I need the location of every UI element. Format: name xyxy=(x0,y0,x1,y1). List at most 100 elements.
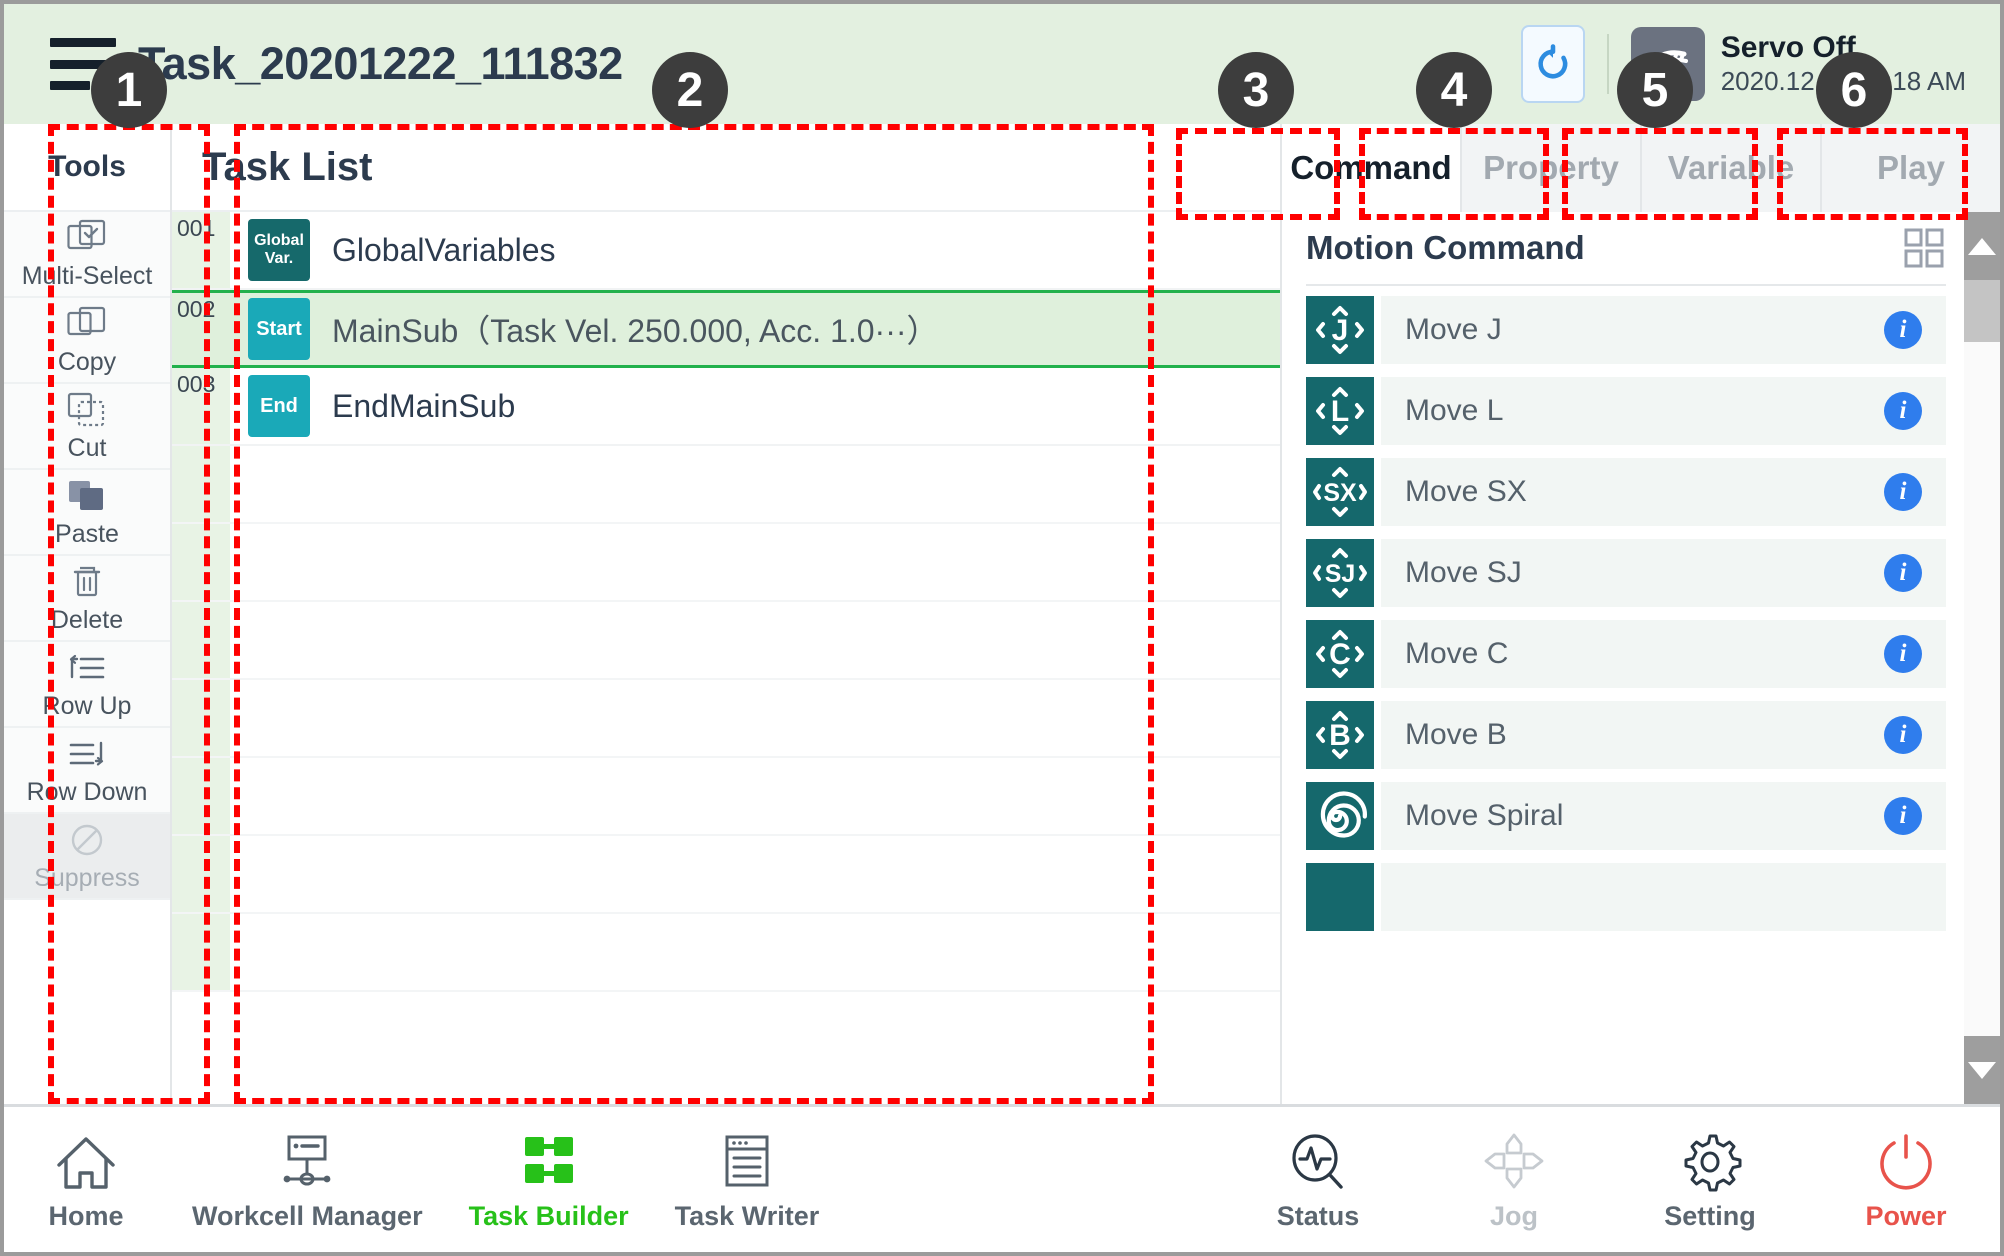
nav-label: Task Writer xyxy=(674,1201,820,1231)
command-item-move-b[interactable]: B Move B i xyxy=(1306,701,1946,769)
task-list-panel: Task List 001 Global Var. GlobalVariables… xyxy=(172,124,1280,1104)
annotation-marker-6: 6 xyxy=(1816,52,1892,128)
svg-text:SJ: SJ xyxy=(1325,560,1356,588)
scroll-up-button[interactable] xyxy=(1964,212,2000,280)
tab-command[interactable]: Command xyxy=(1282,124,1462,212)
command-item-move-sj[interactable]: SJ Move SJ i xyxy=(1306,539,1946,607)
command-item-move-sx[interactable]: SX Move SX i xyxy=(1306,458,1946,526)
nav-label: Workcell Manager xyxy=(192,1201,423,1231)
tool-label: Delete xyxy=(50,605,124,634)
command-item-move-j[interactable]: J Move J i xyxy=(1306,296,1946,364)
bottom-navigation: Home Workcell Manager xyxy=(4,1104,2000,1252)
nav-label: Jog xyxy=(1489,1201,1538,1231)
tool-multi-select[interactable]: Multi-Select xyxy=(4,212,170,298)
move-l-icon: L xyxy=(1306,377,1374,445)
annotation-marker-2: 2 xyxy=(652,52,728,128)
svg-text:J: J xyxy=(1332,314,1349,347)
command-item-move-l[interactable]: L Move L i xyxy=(1306,377,1946,445)
info-icon[interactable]: i xyxy=(1884,473,1922,511)
tool-label: Cut xyxy=(67,433,107,462)
row-label: GlobalVariables xyxy=(332,231,556,268)
command-label: Move Spiral xyxy=(1405,799,1564,832)
svg-text:SX: SX xyxy=(1323,479,1357,507)
header-divider xyxy=(1606,34,1609,94)
info-icon[interactable]: i xyxy=(1884,797,1922,835)
table-row[interactable]: 002 Start MainSub（Task Vel. 250.000, Acc… xyxy=(172,290,1280,368)
tool-label: Copy xyxy=(57,347,117,376)
table-row[interactable]: 001 Global Var. GlobalVariables xyxy=(172,212,1280,290)
nav-item-jog[interactable]: Jog xyxy=(1454,1127,1574,1232)
info-icon[interactable]: i xyxy=(1884,311,1922,349)
scroll-up-arrow-icon xyxy=(1968,237,1996,255)
tab-play[interactable]: Play xyxy=(1822,124,2000,212)
info-icon[interactable]: i xyxy=(1884,554,1922,592)
scrollbar-thumb[interactable] xyxy=(1964,280,2000,342)
command-label: Move SJ xyxy=(1405,556,1522,589)
task-builder-icon xyxy=(517,1127,581,1193)
nav-item-power[interactable]: Power xyxy=(1846,1127,1966,1232)
command-item-partial[interactable] xyxy=(1306,863,1946,931)
gear-icon xyxy=(1678,1127,1742,1193)
nav-item-task-builder[interactable]: Task Builder xyxy=(469,1127,629,1232)
tool-label: Multi-Select xyxy=(21,261,153,290)
hamburger-menu-icon[interactable] xyxy=(50,38,116,90)
home-icon xyxy=(54,1127,118,1193)
refresh-button[interactable] xyxy=(1520,25,1585,103)
info-icon[interactable]: i xyxy=(1884,635,1922,673)
info-icon[interactable]: i xyxy=(1884,392,1922,430)
tool-cut[interactable]: Cut xyxy=(4,384,170,470)
workcell-manager-icon xyxy=(275,1127,339,1193)
empty-row[interactable] xyxy=(172,524,1280,602)
annotation-marker-5: 5 xyxy=(1617,52,1693,128)
grid-view-icon[interactable] xyxy=(1902,226,1946,270)
cut-icon xyxy=(67,390,107,430)
trash-icon xyxy=(67,562,107,602)
empty-row[interactable] xyxy=(172,680,1280,758)
empty-row[interactable] xyxy=(172,602,1280,680)
nav-label: Home xyxy=(48,1201,124,1231)
command-item-move-c[interactable]: C Move C i xyxy=(1306,620,1946,688)
section-title: Motion Command xyxy=(1306,229,1585,266)
tool-suppress[interactable]: Suppress xyxy=(4,814,170,900)
scroll-down-button[interactable] xyxy=(1964,1036,2000,1104)
tools-sidebar: Tools Multi-Select xyxy=(4,124,172,1104)
tool-row-up[interactable]: Row Up xyxy=(4,642,170,728)
tab-variable[interactable]: Variable xyxy=(1642,124,1822,212)
annotation-marker-3: 3 xyxy=(1218,52,1294,128)
empty-row[interactable] xyxy=(172,914,1280,992)
command-item-move-spiral[interactable]: Move Spiral i xyxy=(1306,782,1946,850)
empty-row[interactable] xyxy=(172,446,1280,524)
nav-label: Task Builder xyxy=(468,1201,629,1231)
tab-property[interactable]: Property xyxy=(1462,124,1642,212)
tool-delete[interactable]: Delete xyxy=(4,556,170,642)
row-down-icon xyxy=(65,734,109,774)
empty-row[interactable] xyxy=(172,758,1280,836)
tool-paste[interactable]: Paste xyxy=(4,470,170,556)
app-header: Task_20201222_111832 Servo Off 202 xyxy=(4,4,2000,124)
nav-item-status[interactable]: Status xyxy=(1258,1127,1378,1232)
task-rows: 001 Global Var. GlobalVariables 002 Start… xyxy=(172,212,1280,1104)
nav-item-task-writer[interactable]: Task Writer xyxy=(674,1127,820,1232)
nav-item-workcell-manager[interactable]: Workcell Manager xyxy=(192,1127,423,1232)
task-writer-icon xyxy=(715,1127,779,1193)
tool-copy[interactable]: Copy xyxy=(4,298,170,384)
row-number: 001 xyxy=(172,212,230,288)
svg-text:C: C xyxy=(1329,638,1351,671)
tool-label: Row Up xyxy=(42,691,132,720)
nav-item-home[interactable]: Home xyxy=(26,1127,146,1232)
table-row[interactable]: 003 End EndMainSub xyxy=(172,368,1280,446)
tool-label: Paste xyxy=(55,519,119,548)
nav-item-setting[interactable]: Setting xyxy=(1650,1127,1770,1232)
main-body: Tools Multi-Select xyxy=(4,124,2000,1104)
nav-right-group: Status Jog xyxy=(1258,1127,1966,1232)
tool-row-down[interactable]: Row Down xyxy=(4,728,170,814)
empty-row[interactable] xyxy=(172,836,1280,914)
info-icon[interactable]: i xyxy=(1884,716,1922,754)
copy-icon xyxy=(67,304,107,344)
row-up-icon xyxy=(65,648,109,688)
tool-label: Row Down xyxy=(26,777,148,806)
command-list-scrollbar[interactable] xyxy=(1964,212,2000,1104)
annotation-marker-1: 1 xyxy=(91,52,167,128)
scrollbar-track[interactable] xyxy=(1964,342,2000,1036)
